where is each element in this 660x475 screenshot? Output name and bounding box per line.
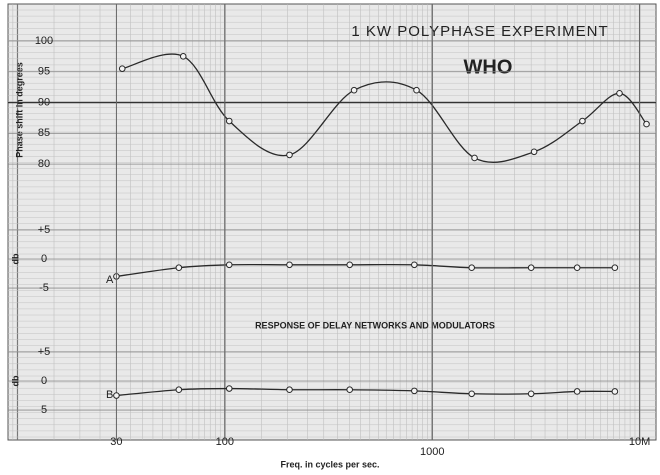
data-point xyxy=(113,392,120,399)
data-point xyxy=(346,386,353,394)
data-point xyxy=(346,261,353,269)
y-tick-label: 85 xyxy=(38,127,50,139)
data-point xyxy=(611,388,619,395)
data-point xyxy=(413,86,420,94)
data-point xyxy=(616,90,623,97)
data-point xyxy=(579,117,586,125)
y-tick-label: 80 xyxy=(38,158,50,170)
graph-paper xyxy=(7,3,657,441)
y-tick-label: 100 xyxy=(35,35,53,47)
data-point xyxy=(611,264,619,272)
data-point xyxy=(350,86,358,94)
y-tick-label: +5 xyxy=(38,346,51,358)
data-point xyxy=(643,120,650,128)
data-point xyxy=(118,65,126,72)
data-point xyxy=(225,117,233,125)
data-point xyxy=(527,390,535,398)
data-point xyxy=(411,261,418,269)
y-tick-label: +5 xyxy=(38,224,51,236)
data-point xyxy=(225,385,233,392)
data-point xyxy=(527,264,535,272)
series-line xyxy=(122,53,648,163)
chart-subtitle: WHO xyxy=(464,56,513,78)
x-axis-label: Freq. in cycles per sec. xyxy=(280,459,379,469)
data-point xyxy=(179,53,187,60)
data-point xyxy=(573,264,581,272)
series-line xyxy=(116,263,615,278)
data-point xyxy=(411,387,418,395)
series-label: A xyxy=(106,274,114,286)
y-tick-label: 95 xyxy=(38,66,50,78)
data-point xyxy=(286,386,293,394)
series-line xyxy=(116,387,615,397)
series-label: B xyxy=(106,389,113,401)
y-tick-label: 0 xyxy=(41,253,47,265)
data-point xyxy=(225,261,233,269)
chart-title: 1 KW POLYPHASE EXPERIMENT xyxy=(351,23,608,40)
data-point xyxy=(286,261,293,269)
x-tick-label: 10M xyxy=(629,436,650,448)
data-point xyxy=(573,388,581,395)
y-tick-label: 5 xyxy=(41,404,47,416)
data-point xyxy=(468,264,475,272)
data-point xyxy=(468,390,475,398)
x-tick-label: 30 xyxy=(110,436,122,448)
data-point xyxy=(471,154,478,162)
data-point xyxy=(530,148,538,156)
annotation: RESPONSE OF DELAY NETWORKS AND MODULATOR… xyxy=(255,320,495,330)
x-tick-label: 100 xyxy=(216,436,234,448)
y-tick-label: -5 xyxy=(39,282,49,294)
data-point xyxy=(286,151,293,159)
x-tick-label: 1000 xyxy=(420,446,444,458)
y-axis-label: Phase shift in degrees xyxy=(14,62,24,158)
y-tick-label: 0 xyxy=(41,375,47,387)
data-point xyxy=(175,264,183,272)
data-point xyxy=(175,386,183,394)
